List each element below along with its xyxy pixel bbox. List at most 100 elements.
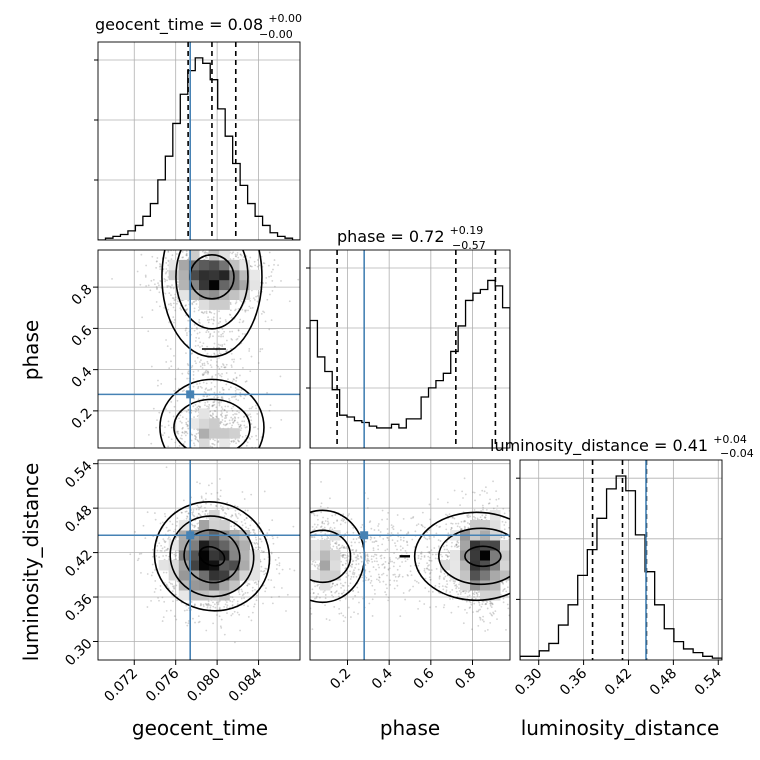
sample-point (153, 512, 156, 514)
sample-point (164, 292, 167, 295)
sample-point (228, 419, 231, 422)
sample-point (209, 364, 212, 367)
sample-point (226, 411, 228, 414)
sample-point (216, 396, 219, 399)
sample-point (228, 397, 230, 400)
sample-point (178, 417, 180, 420)
sample-point (199, 482, 201, 485)
sample-point (157, 282, 159, 285)
sample-point (198, 506, 201, 509)
sample-point (187, 258, 190, 261)
sample-point (172, 297, 175, 300)
sample-point (172, 600, 174, 603)
sample-point (184, 621, 187, 624)
sample-point (236, 410, 239, 413)
sample-point (199, 506, 202, 509)
sample-point (193, 444, 196, 447)
sample-point (259, 546, 261, 549)
sample-point (262, 570, 265, 573)
sample-point (209, 445, 212, 448)
sample-point (233, 358, 235, 361)
sample-point (262, 551, 264, 553)
sample-point (199, 458, 201, 460)
sample-point (221, 396, 224, 399)
density-cell (219, 428, 230, 439)
sample-point (212, 605, 215, 608)
sample-point (161, 425, 163, 427)
sample-point (218, 607, 221, 610)
sample-point (150, 279, 153, 282)
sample-point (203, 311, 206, 313)
sample-point (245, 444, 248, 447)
sample-point (206, 329, 209, 332)
sample-point (268, 251, 271, 254)
sample-point (195, 362, 197, 365)
sample-point (244, 426, 247, 429)
sample-point (168, 581, 171, 584)
sample-point (184, 327, 187, 330)
sample-point (241, 321, 244, 324)
sample-point (191, 241, 193, 243)
sample-point (224, 452, 226, 454)
sample-point (234, 641, 236, 644)
density-cell (188, 289, 200, 300)
sample-point (260, 549, 263, 552)
sample-point (222, 235, 224, 237)
sample-point (218, 367, 221, 370)
sample-point (159, 265, 162, 268)
sample-point (181, 256, 184, 259)
sample-point (227, 378, 229, 381)
sample-point (200, 359, 202, 362)
sample-point (266, 298, 269, 301)
sample-point (217, 603, 220, 606)
density-cell (249, 269, 261, 281)
sample-point (221, 509, 224, 512)
sample-point (158, 542, 161, 545)
sample-point (218, 404, 221, 407)
sample-point (236, 251, 239, 254)
sample-point (156, 287, 158, 290)
density-cell (199, 259, 210, 271)
sample-point (213, 449, 215, 451)
sample-point (232, 421, 234, 424)
sample-point (233, 419, 236, 422)
sample-point (245, 517, 248, 519)
density-cell (168, 269, 180, 281)
sample-point (265, 282, 267, 284)
sample-point (160, 549, 163, 552)
sample-point (155, 301, 158, 303)
sample-point (220, 244, 222, 246)
sample-point (240, 300, 243, 303)
sample-point (219, 352, 222, 355)
sample-point (243, 498, 246, 500)
sample-point (139, 283, 142, 286)
sample-point (197, 429, 199, 432)
sample-point (201, 367, 204, 369)
sample-point (212, 404, 215, 407)
grid-1-1 (310, 250, 510, 448)
sample-point (218, 310, 220, 313)
sample-point (205, 251, 208, 254)
sample-point (272, 542, 275, 545)
sample-point (193, 300, 196, 303)
sample-point (243, 415, 246, 418)
sample-point (255, 538, 258, 541)
sample-point (264, 320, 267, 323)
sample-point (199, 513, 201, 516)
sample-point (229, 258, 232, 260)
sample-point (220, 508, 223, 510)
sample-point (160, 382, 163, 385)
sample-point (151, 555, 154, 558)
sample-point (238, 411, 240, 414)
sample-point (168, 321, 170, 324)
sample-point (240, 424, 242, 427)
sample-point (247, 309, 249, 312)
sample-point (150, 599, 152, 602)
sample-point (272, 537, 274, 540)
sample-point (221, 345, 224, 348)
sample-point (151, 309, 154, 311)
sample-point (242, 593, 245, 596)
sample-point (169, 520, 172, 523)
sample-point (203, 252, 206, 254)
sample-point (156, 288, 158, 291)
